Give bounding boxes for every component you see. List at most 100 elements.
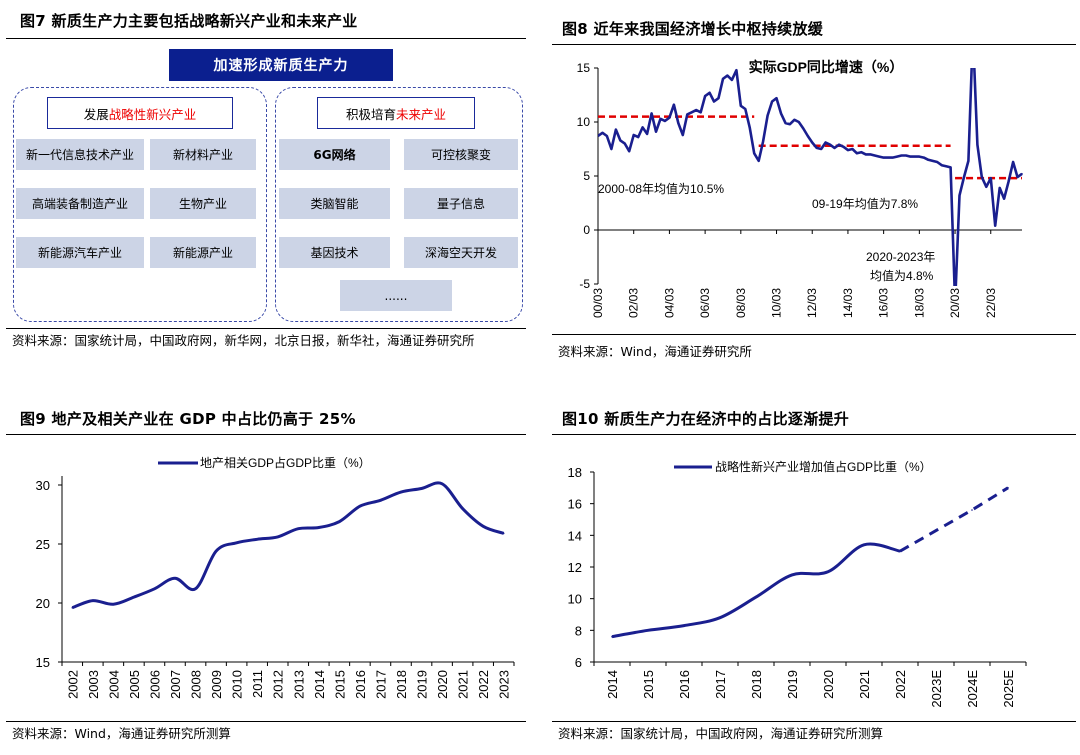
right-item-box: 类脑智能 bbox=[279, 188, 390, 219]
fig8-data-point bbox=[793, 119, 796, 121]
fig8-data-point bbox=[740, 105, 742, 107]
fig8-data-point bbox=[673, 103, 675, 106]
fig9-data-point bbox=[318, 526, 320, 529]
fig8-data-point bbox=[972, 32, 974, 34]
fig9-data-point bbox=[400, 491, 402, 493]
fig8-data-point bbox=[891, 156, 894, 159]
fig10-legend-label: 战略性新兴产业增加值占GDP比重（%） bbox=[715, 459, 932, 474]
fig8-top-rule bbox=[552, 44, 1076, 45]
fig9-y-tick-label: 15 bbox=[36, 655, 50, 670]
fig9-data-point bbox=[235, 542, 238, 544]
fig8-data-point bbox=[780, 112, 782, 115]
fig8-data-point bbox=[949, 166, 952, 169]
fig10-x-tick-label: 2020 bbox=[821, 670, 836, 699]
fig8-data-point bbox=[601, 132, 604, 134]
fig8-y-tick-label: 5 bbox=[583, 169, 590, 183]
fig8-bottom-rule bbox=[552, 334, 1076, 335]
fig9-x-tick-label: 2022 bbox=[476, 670, 491, 699]
fig9-x-tick-label: 2019 bbox=[415, 670, 430, 699]
fig10-data-point bbox=[683, 624, 685, 627]
fig8-data-point bbox=[878, 155, 880, 158]
fig8-ref-label: 09-19年均值为7.8% bbox=[812, 196, 918, 211]
fig10-x-tick-label: 2021 bbox=[857, 670, 872, 699]
fig10-top-rule bbox=[552, 434, 1076, 435]
left-item-box: 生物产业 bbox=[150, 188, 256, 219]
fig8-data-point bbox=[775, 97, 778, 99]
fig8-x-tick-label: 16/03 bbox=[877, 288, 891, 318]
fig7-left-header-red: 战略性新兴产业 bbox=[108, 106, 197, 122]
fig8-data-point bbox=[807, 135, 809, 137]
fig8-data-point bbox=[677, 122, 680, 124]
fig9-x-tick-label: 2009 bbox=[209, 670, 224, 699]
fig9-x-tick-label: 2020 bbox=[435, 670, 450, 699]
fig8-data-point bbox=[990, 177, 992, 179]
fig10-title: 图10 新质生产力在经济中的占比逐渐提升 bbox=[562, 410, 850, 428]
fig7-panel: 图7 新质生产力主要包括战略新兴产业和未来产业 加速形成新质生产力 发展 战略性新… bbox=[6, 0, 526, 380]
fig9-x-tick-label: 2013 bbox=[291, 670, 306, 699]
fig10-data-point bbox=[611, 635, 613, 638]
fig8-data-point bbox=[900, 154, 903, 157]
fig8-data-point bbox=[771, 100, 773, 103]
fig10-x-tick-label: 2023E bbox=[929, 670, 944, 708]
fig9-source: 资料来源：Wind，海通证券研究所测算 bbox=[12, 726, 231, 741]
fig8-data-point bbox=[976, 143, 979, 146]
fig8-data-point bbox=[963, 176, 965, 178]
fig9-x-tick-label: 2003 bbox=[86, 670, 101, 699]
fig8-x-tick-label: 22/03 bbox=[984, 288, 998, 318]
fig7-right-group bbox=[275, 87, 523, 322]
fig7-right-header-red: 未来产业 bbox=[396, 106, 447, 122]
fig10-data-point bbox=[935, 529, 937, 532]
fig9-data-point bbox=[379, 499, 382, 502]
fig8-data-point bbox=[615, 128, 617, 131]
fig9-x-tick-label: 2018 bbox=[394, 670, 409, 699]
fig8-source: 资料来源：Wind，海通证券研究所 bbox=[558, 344, 752, 359]
fig8-data-point bbox=[641, 126, 644, 129]
fig10-chart: 18 16 14 12 10 8 6 2014 2015 2016 2017 2018 2019 2020… bbox=[568, 459, 1027, 708]
fig8-x-tick-label: 14/03 bbox=[841, 288, 855, 318]
fig10-y-tick-label: 16 bbox=[568, 497, 582, 512]
fig8-data-point bbox=[748, 126, 751, 129]
left-item-box: 新一代信息技术产业 bbox=[16, 139, 144, 170]
fig10-source: 资料来源：国家统计局，中国政府网，海通证券研究所测算 bbox=[558, 726, 884, 741]
fig8-x-tick-label: 12/03 bbox=[805, 288, 819, 318]
fig9-x-tick-label: 2008 bbox=[189, 670, 204, 699]
fig8-x-tick-label: 08/03 bbox=[734, 288, 748, 318]
fig9-data-point bbox=[256, 538, 258, 541]
fig10-data-point bbox=[971, 509, 973, 511]
fig10-x-tick-label: 2019 bbox=[785, 670, 800, 699]
fig8-data-point bbox=[690, 111, 693, 114]
fig8-x-tick-label: 20/03 bbox=[948, 288, 962, 318]
fig8-data-point bbox=[931, 160, 934, 162]
fig8-data-point bbox=[847, 149, 849, 151]
fig9-data-point bbox=[215, 550, 217, 552]
fig7-banner: 加速形成新质生产力 bbox=[169, 49, 393, 81]
fig8-data-point bbox=[824, 141, 827, 144]
fig8-data-point bbox=[789, 123, 791, 125]
fig8-ref-label: 2020-2023年 bbox=[866, 250, 935, 264]
fig8-data-point bbox=[731, 79, 733, 81]
fig8-data-point bbox=[958, 194, 961, 197]
fig9-data-point bbox=[133, 596, 135, 598]
fig10-x-tick-label: 2014 bbox=[605, 670, 620, 699]
fig8-data-point bbox=[909, 155, 912, 158]
fig8-series-line bbox=[598, 68, 1023, 286]
fig8-data-point bbox=[632, 134, 635, 136]
fig10-y-tick-label: 8 bbox=[575, 623, 582, 638]
fig9-data-point bbox=[276, 536, 279, 538]
fig8-x-tick-label: 06/03 bbox=[698, 288, 712, 318]
fig9-x-tick-label: 2014 bbox=[312, 670, 327, 699]
fig8-data-point bbox=[833, 147, 836, 149]
fig8-data-point bbox=[699, 111, 702, 114]
fig10-data-point bbox=[1007, 487, 1009, 489]
fig8-data-point bbox=[981, 176, 983, 178]
fig8-data-point bbox=[650, 112, 653, 115]
fig8-data-point bbox=[726, 74, 729, 77]
fig7-left-group bbox=[13, 87, 267, 322]
fig8-data-point bbox=[655, 130, 657, 133]
fig7-right-header-pre: 积极培育 bbox=[345, 106, 396, 122]
fig8-x-tick-label: 10/03 bbox=[770, 288, 784, 318]
fig8-data-point bbox=[851, 148, 854, 150]
fig10-data-point bbox=[827, 571, 829, 573]
fig8-data-point bbox=[914, 155, 916, 158]
